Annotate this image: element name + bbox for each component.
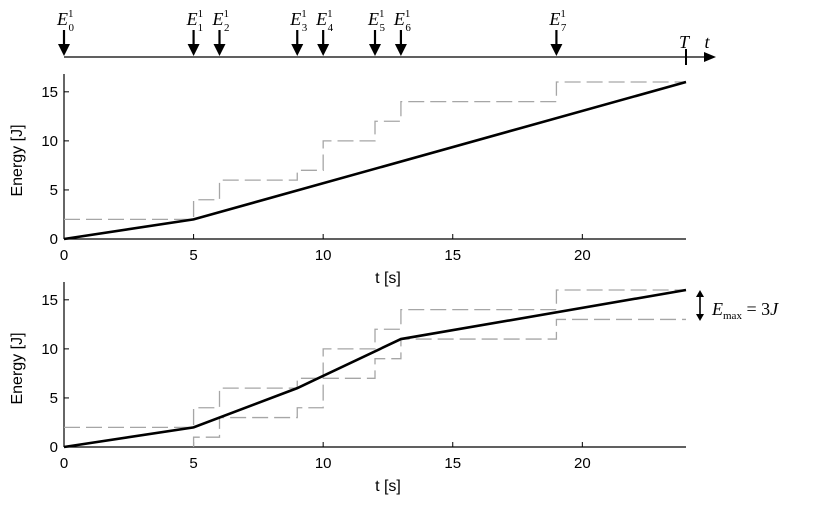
x-axis-title: t [s] xyxy=(375,270,401,287)
y-axis-title: Energy [J] xyxy=(9,332,26,404)
event-label-2: E1 2 xyxy=(212,8,230,34)
event-label-5: E1 5 xyxy=(367,8,386,34)
x-tick-label: 10 xyxy=(315,455,332,472)
energy-bound-dashed-line xyxy=(64,289,686,429)
energy-series-line xyxy=(63,288,687,449)
emax-arrow-down xyxy=(696,314,704,321)
x-tick-label: 0 xyxy=(60,455,68,472)
energy-bound-dashed-line xyxy=(192,318,686,447)
event-arrow-head xyxy=(187,44,200,56)
event-arrow-head xyxy=(550,44,563,56)
y-tick-label: 10 xyxy=(41,341,58,358)
x-tick-label: 15 xyxy=(444,455,461,472)
x-tick-label: 20 xyxy=(574,247,591,264)
event-arrow-head xyxy=(291,44,304,56)
y-tick-label: 15 xyxy=(41,84,58,101)
event-arrow-head xyxy=(369,44,381,56)
event-label-1: E1 1 xyxy=(186,8,204,34)
energy-series-line xyxy=(63,80,687,241)
x-tick-label: 15 xyxy=(444,247,461,264)
y-tick-label: 5 xyxy=(50,390,58,407)
emax-arrow-up xyxy=(696,290,704,297)
event-label-7: E1 7 xyxy=(548,8,567,34)
x-tick-label: 5 xyxy=(189,247,197,264)
y-tick-label: 0 xyxy=(50,439,58,456)
emax-annotation: Emax = 3J xyxy=(696,290,779,322)
emax-label: Emax = 3J xyxy=(711,299,779,322)
event-label-6: E1 6 xyxy=(393,8,412,34)
y-axis-title: Energy [J] xyxy=(9,124,26,196)
event-label-3: E1 3 xyxy=(289,8,308,34)
x-tick-label: 10 xyxy=(315,247,332,264)
event-arrow-head xyxy=(58,44,70,56)
x-tick-label: 20 xyxy=(574,455,591,472)
event-arrow-head xyxy=(317,44,330,56)
y-tick-label: 10 xyxy=(41,133,58,150)
x-tick-label: 0 xyxy=(60,247,68,264)
time-axis-label: t xyxy=(704,32,710,52)
horizon-label: T xyxy=(679,32,691,52)
y-tick-label: 0 xyxy=(50,231,58,248)
event-arrow-head xyxy=(394,44,407,56)
energy-plot-bottom: 0 5 10 15 0 5 10 15 20 t [s] Energy [J] xyxy=(9,282,687,495)
event-timeline: tT E1 0 E1 1 E1 2 E1 3 E1 4 E1 5 E1 6 E1 7 xyxy=(56,8,716,65)
time-axis-arrowhead xyxy=(704,52,716,62)
energy-plot-top: 0 5 10 15 0 5 10 15 20 t [s] Energy [J] xyxy=(9,74,687,287)
x-tick-label: 5 xyxy=(189,455,197,472)
event-label-0: E1 0 xyxy=(56,8,75,34)
x-axis-title: t [s] xyxy=(375,478,401,495)
event-arrow-head xyxy=(213,44,226,56)
event-label-4: E1 4 xyxy=(315,8,334,34)
y-tick-label: 5 xyxy=(50,182,58,199)
y-tick-label: 15 xyxy=(41,292,58,309)
energy-bound-dashed-line xyxy=(64,81,686,221)
